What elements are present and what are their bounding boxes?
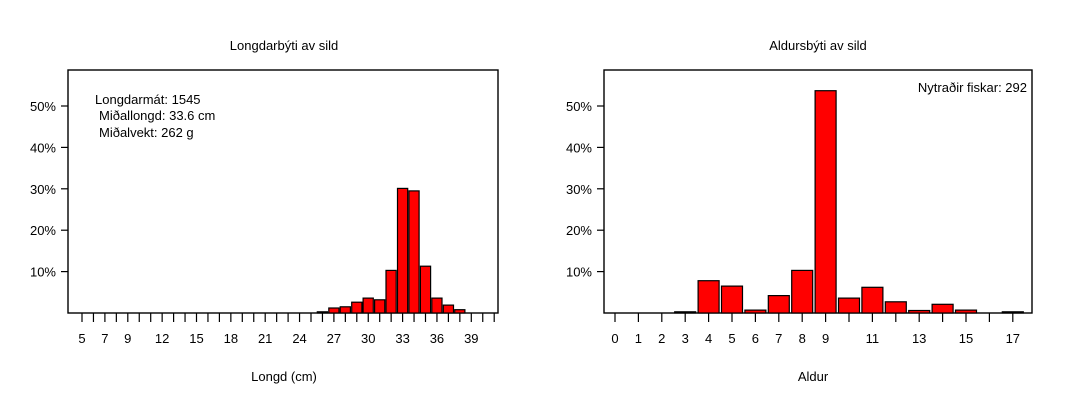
age-x-tick-label: 1 xyxy=(635,331,642,346)
length-x-tick-label: 12 xyxy=(155,331,169,346)
length-x-axis: 5 7 9 12 15 18 21 24 27 30 33 36 39 xyxy=(78,313,495,346)
length-x-tick-label: 24 xyxy=(292,331,306,346)
age-bar xyxy=(884,301,907,314)
age-x-tick-label: 2 xyxy=(658,331,665,346)
age-bar xyxy=(720,285,744,314)
age-bars xyxy=(674,90,1024,314)
age-y-axis: 10% 20% 30% 40% 50% xyxy=(566,99,604,280)
age-x-tick-label: 11 xyxy=(866,331,880,346)
length-y-tick-label: 50% xyxy=(30,99,56,114)
length-x-tick-label: 36 xyxy=(430,331,444,346)
age-x-tick-label: 15 xyxy=(959,331,973,346)
length-y-tick-label: 30% xyxy=(30,182,56,197)
length-bar xyxy=(362,297,374,314)
length-bar xyxy=(396,187,409,314)
age-bar xyxy=(1001,311,1024,314)
length-bar xyxy=(351,301,363,314)
length-y-tick-label: 40% xyxy=(30,140,56,155)
length-x-tick-label: 15 xyxy=(189,331,203,346)
length-x-tick-label: 33 xyxy=(395,331,409,346)
length-distribution-panel: Longdarbýti av sild 10% 20% 30% 40% 50% 5 7 9 1… xyxy=(30,38,499,384)
age-x-tick-label: 6 xyxy=(752,331,759,346)
age-y-tick-label: 20% xyxy=(566,223,592,238)
age-y-tick-label: 40% xyxy=(566,140,592,155)
age-x-tick-label: 9 xyxy=(822,331,829,346)
length-bar xyxy=(431,297,443,314)
length-bar xyxy=(316,311,329,314)
age-x-tick-label: 17 xyxy=(1006,331,1020,346)
length-x-tick-label: 7 xyxy=(101,331,108,346)
age-x-tick-label: 7 xyxy=(775,331,782,346)
fish-count-annotation: Nytraðir fiskar: 292 xyxy=(918,80,1027,95)
age-bar xyxy=(954,309,978,314)
age-bar xyxy=(744,309,767,314)
length-bar xyxy=(385,269,397,314)
length-bar xyxy=(454,309,466,314)
length-x-tick-label: 9 xyxy=(124,331,131,346)
length-bar xyxy=(408,190,420,314)
age-chart-title: Aldursbýti av sild xyxy=(769,38,867,53)
length-y-axis: 10% 20% 30% 40% 50% xyxy=(30,99,68,280)
length-x-tick-label: 18 xyxy=(224,331,238,346)
age-x-label: Aldur xyxy=(798,369,829,384)
age-x-tick-label: 0 xyxy=(611,331,618,346)
age-bar xyxy=(861,286,884,314)
length-bar xyxy=(328,307,340,314)
age-bar xyxy=(908,309,931,314)
age-bar xyxy=(697,280,720,314)
length-mean-annotation: Miðallongd: 33.6 cm xyxy=(99,108,215,123)
age-y-tick-label: 50% xyxy=(566,99,592,114)
age-bar xyxy=(837,297,861,314)
length-y-tick-label: 10% xyxy=(30,265,56,280)
length-bars xyxy=(316,187,466,314)
length-chart-title: Longdarbýti av sild xyxy=(230,38,338,53)
length-x-tick-label: 5 xyxy=(78,331,85,346)
length-bar xyxy=(419,265,432,314)
length-x-tick-label: 21 xyxy=(258,331,272,346)
length-x-tick-label: 27 xyxy=(327,331,341,346)
weight-mean-annotation: Miðalvekt: 262 g xyxy=(99,125,194,140)
age-y-tick-label: 30% xyxy=(566,182,592,197)
age-x-tick-label: 5 xyxy=(728,331,735,346)
length-count-annotation: Longdarmát: 1545 xyxy=(95,92,201,107)
age-x-axis: 0 1 2 3 4 5 6 7 8 9 11 13 15 17 xyxy=(611,313,1020,346)
age-bar xyxy=(931,303,954,314)
age-x-tick-label: 13 xyxy=(912,331,926,346)
age-bar xyxy=(767,295,790,314)
length-bar xyxy=(339,306,352,314)
age-bar xyxy=(674,311,697,314)
age-bar xyxy=(791,269,814,314)
length-bar xyxy=(374,299,386,314)
age-x-tick-label: 4 xyxy=(705,331,712,346)
length-x-label: Longd (cm) xyxy=(251,369,317,384)
age-x-tick-label: 3 xyxy=(682,331,689,346)
length-bar xyxy=(442,304,455,314)
age-y-tick-label: 10% xyxy=(566,265,592,280)
length-y-tick-label: 20% xyxy=(30,223,56,238)
length-x-tick-label: 30 xyxy=(361,331,375,346)
age-distribution-panel: Aldursbýti av sild 10% 20% 30% 40% 50% 0 1 2 3 4… xyxy=(566,38,1033,384)
length-x-tick-label: 39 xyxy=(464,331,478,346)
age-bar xyxy=(814,90,837,314)
age-x-tick-label: 8 xyxy=(799,331,806,346)
length-plot-frame xyxy=(67,69,499,314)
